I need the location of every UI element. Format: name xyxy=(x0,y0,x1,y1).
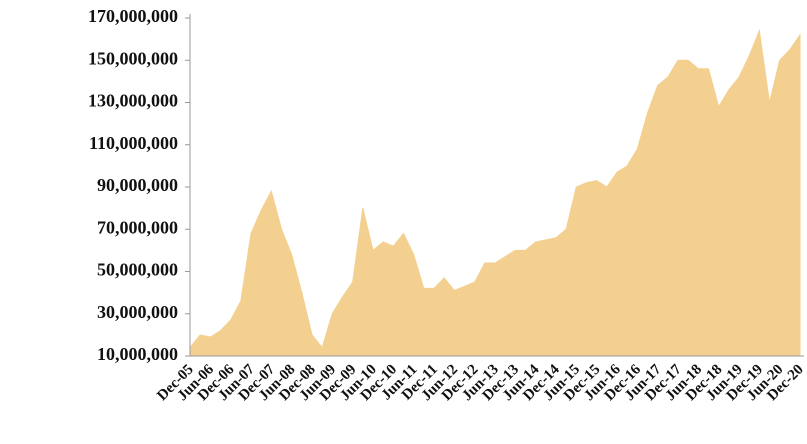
y-tick-label: 10,000,000 xyxy=(97,344,178,364)
y-tick-label: 90,000,000 xyxy=(97,175,178,195)
y-tick-label: 70,000,000 xyxy=(97,217,178,237)
y-tick-label: 150,000,000 xyxy=(88,48,178,68)
y-tick-label: 50,000,000 xyxy=(97,260,178,280)
y-tick-label: 30,000,000 xyxy=(97,302,178,322)
y-tick-label: 130,000,000 xyxy=(88,91,178,111)
area xyxy=(189,28,801,357)
y-tick-label: 110,000,000 xyxy=(89,133,178,153)
y-tick-label: 170,000,000 xyxy=(88,6,178,26)
